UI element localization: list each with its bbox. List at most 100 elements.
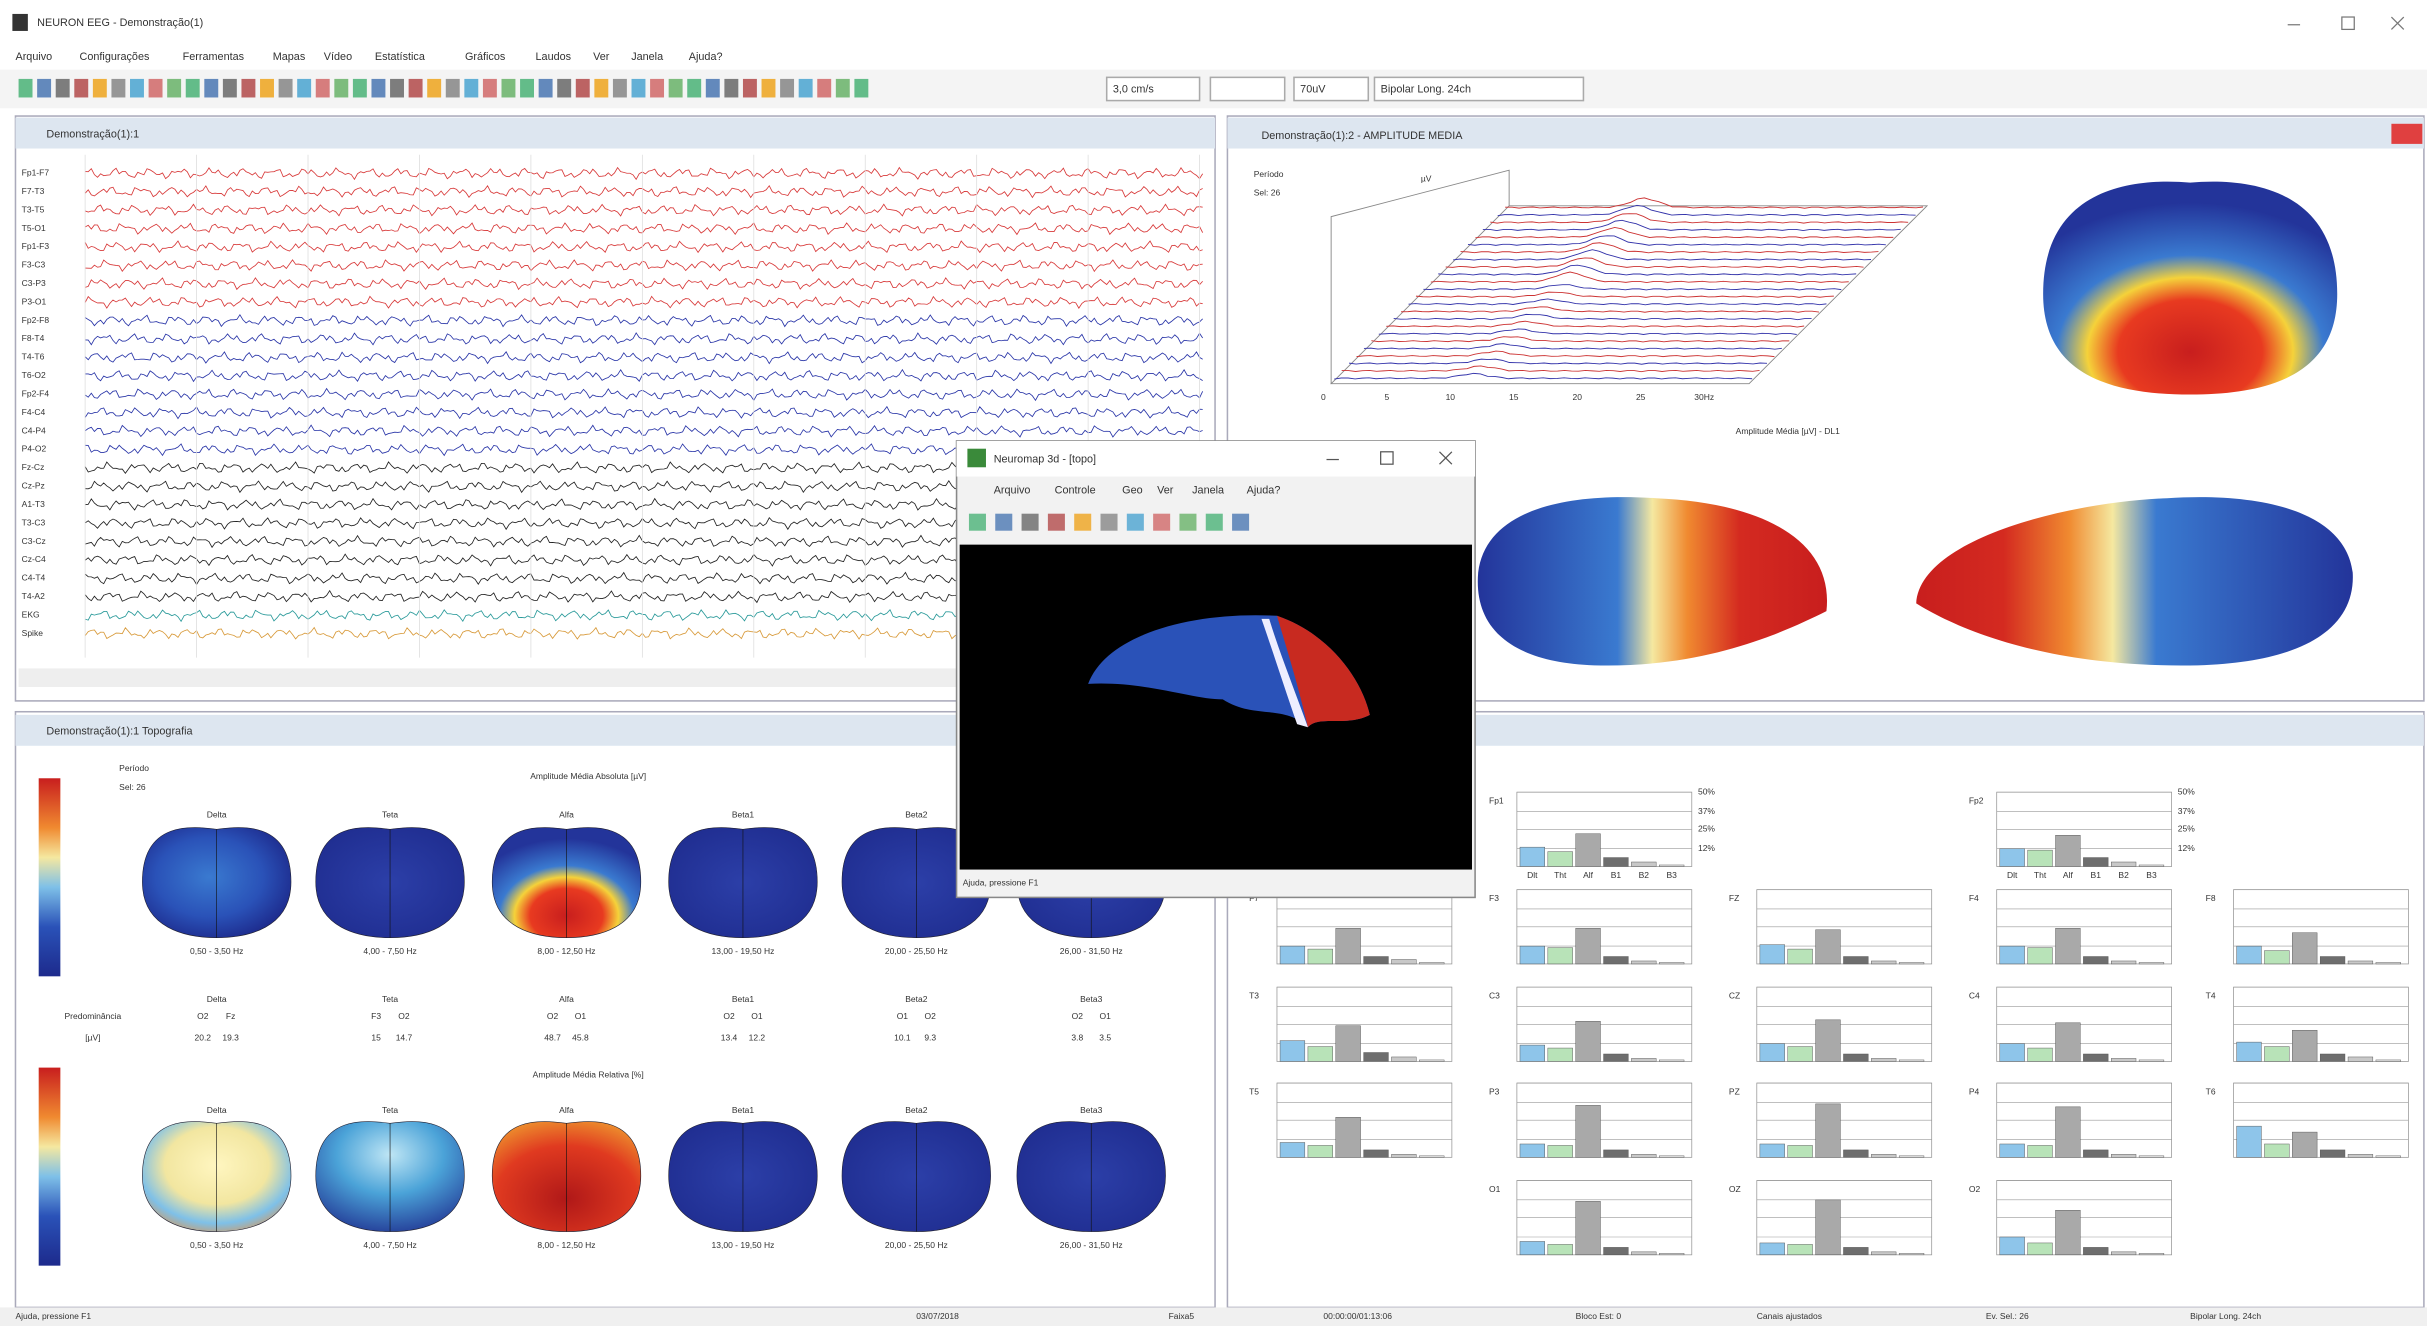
neuromap-viewport [959, 544, 1472, 870]
toolbar-button[interactable] [501, 78, 516, 98]
toolbar-button[interactable] [520, 78, 535, 98]
bar [2292, 1029, 2318, 1062]
toolbar-button[interactable] [705, 78, 720, 98]
neuromap-menu-item: Janela [1192, 484, 1225, 496]
toolbar-button[interactable] [482, 78, 497, 98]
band-range: 26,00 - 31,50 Hz [1060, 946, 1123, 956]
channel-label: F3-C3 [22, 260, 46, 270]
neuromap-tool[interactable] [995, 513, 1013, 531]
bar [2347, 1154, 2374, 1158]
channel-label: C3-P3 [22, 278, 46, 288]
bar [1363, 1149, 1389, 1158]
neuromap-tool[interactable] [1205, 513, 1223, 531]
scrollbar[interactable] [18, 668, 1211, 687]
toolbar-button[interactable] [594, 78, 609, 98]
unit-label: µV [1421, 174, 1432, 184]
toolbar-button[interactable] [761, 78, 776, 98]
neuromap-tool[interactable] [1126, 513, 1144, 531]
toolbar-button[interactable] [835, 78, 850, 98]
bar [1843, 1247, 1869, 1256]
bar [1335, 1117, 1361, 1158]
toolbar-button[interactable] [575, 78, 590, 98]
neuromap-tool[interactable] [1153, 513, 1171, 531]
neuromap-tool[interactable] [1074, 513, 1092, 531]
predominant-channel: O2 [1072, 1011, 1084, 1021]
toolbar-button[interactable] [297, 78, 312, 98]
y-tick-label: 50% [2178, 786, 2195, 796]
toolbar-button[interactable] [260, 78, 274, 98]
toolbar-button[interactable] [854, 78, 869, 98]
neuromap-controls[interactable] [1326, 451, 1453, 465]
neuromap-tool[interactable] [1021, 513, 1039, 531]
neuromap-tool[interactable] [968, 513, 986, 531]
section-title: Amplitude Média Absoluta [µV] [530, 771, 646, 781]
neuromap-tool[interactable] [1179, 513, 1197, 531]
close-button[interactable] [2391, 123, 2423, 144]
x-axis-label: Amplitude Média [µV] - DL1 [1736, 426, 1840, 436]
dropdown[interactable] [1293, 76, 1370, 102]
bar [2083, 1149, 2109, 1158]
toolbar-button[interactable] [278, 78, 293, 98]
toolbar-button[interactable] [352, 78, 367, 98]
toolbar-button[interactable] [130, 78, 144, 98]
toolbar-button[interactable] [18, 78, 33, 98]
toolbar-button[interactable] [241, 78, 256, 98]
toolbar-button[interactable] [408, 78, 423, 98]
toolbar-button[interactable] [724, 78, 739, 98]
menu-item: Ver [593, 51, 610, 63]
eeg-trace [84, 387, 1204, 402]
band-name: Beta3 [1080, 994, 1102, 1004]
band-name: Alfa [559, 1105, 574, 1115]
toolbar-button[interactable] [74, 78, 89, 98]
toolbar-button[interactable] [148, 78, 163, 98]
band-name: Alfa [559, 810, 574, 820]
toolbar-button[interactable] [37, 78, 52, 98]
toolbar-button[interactable] [650, 78, 665, 98]
dropdown[interactable] [1105, 76, 1201, 102]
dropdown[interactable] [1373, 76, 1585, 102]
bar [1631, 1154, 1657, 1158]
toolbar-button[interactable] [315, 78, 330, 98]
bar [1659, 962, 1685, 965]
toolbar-button[interactable] [464, 78, 479, 98]
toolbar-button[interactable] [111, 78, 126, 98]
bar [1519, 945, 1545, 965]
bar [1307, 1046, 1333, 1062]
toolbar-button[interactable] [371, 78, 386, 98]
toolbar-button[interactable] [390, 78, 404, 98]
dropdown[interactable] [1209, 76, 1286, 102]
toolbar-button[interactable] [557, 78, 572, 98]
toolbar-button[interactable] [185, 78, 200, 98]
toolbar-button[interactable] [687, 78, 702, 98]
toolbar-button[interactable] [798, 78, 813, 98]
toolbar-button[interactable] [742, 78, 757, 98]
toolbar-button[interactable] [780, 78, 795, 98]
bar [2138, 1253, 2165, 1256]
toolbar-button[interactable] [427, 78, 442, 98]
band-range: 8,00 - 12,50 Hz [537, 1240, 595, 1250]
band-name: Beta2 [905, 1105, 927, 1115]
toolbar-button[interactable] [612, 78, 627, 98]
toolbar-button[interactable] [55, 78, 70, 98]
toolbar-button[interactable] [817, 78, 832, 98]
toolbar-button[interactable] [668, 78, 683, 98]
neuromap-tool[interactable] [1232, 513, 1250, 531]
toolbar-button[interactable] [167, 78, 182, 98]
band-name: Beta2 [905, 810, 927, 820]
toolbar-button[interactable] [92, 78, 107, 98]
toolbar-button[interactable] [445, 78, 460, 98]
toolbar-button[interactable] [222, 78, 237, 98]
toolbar-button[interactable] [204, 78, 219, 98]
neuromap-tool[interactable] [1100, 513, 1118, 531]
neuromap-tool[interactable] [1047, 513, 1065, 531]
neuromap-status: Ajuda, pressione F1 [963, 878, 1039, 888]
eeg-trace [84, 313, 1203, 328]
channel-name: T3 [1249, 991, 1259, 1001]
predominant-value: 48.7 [544, 1032, 561, 1042]
window-controls[interactable] [2287, 16, 2405, 31]
bar [1575, 1201, 1601, 1256]
bar [1575, 1105, 1601, 1158]
toolbar-button[interactable] [538, 78, 553, 98]
toolbar-button[interactable] [631, 78, 646, 98]
toolbar-button[interactable] [334, 78, 349, 98]
